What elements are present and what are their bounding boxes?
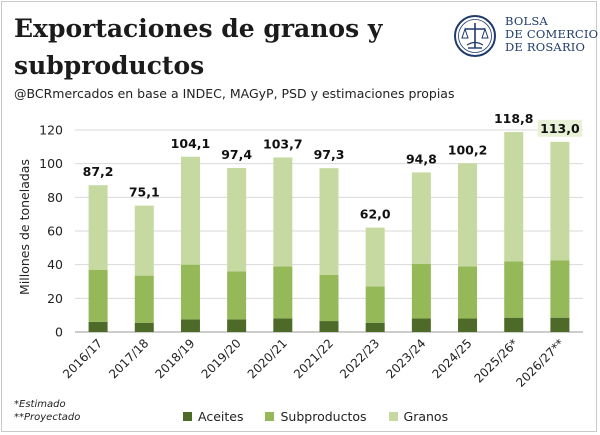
bar-segment-aceites	[180, 319, 200, 332]
bar-segment-aceites	[88, 321, 108, 332]
y-tick-label: 100	[39, 156, 63, 171]
bar-segment-aceites	[411, 318, 431, 332]
total-label: 75,1	[129, 185, 160, 200]
total-label: 62,0	[360, 207, 391, 222]
logo-line-3: DE ROSARIO	[505, 40, 586, 54]
total-label: 113,0	[540, 121, 580, 136]
total-label: 104,1	[171, 136, 211, 151]
note-estimated: *Estimado	[14, 399, 66, 410]
x-tick-label: 2024/25	[430, 336, 475, 381]
bar-segment-granos	[550, 141, 570, 261]
chart-legend: Aceites Subproductos Granos	[183, 409, 448, 424]
bar-segment-subproductos	[273, 266, 293, 319]
legend-label: Subproductos	[280, 409, 367, 424]
bcr-emblem-icon	[454, 15, 496, 57]
y-tick-label: 40	[47, 257, 63, 272]
bar-segment-granos	[227, 168, 247, 272]
legend-item-subproductos: Subproductos	[265, 409, 367, 424]
bar-segment-subproductos	[319, 274, 339, 322]
y-tick-label: 80	[47, 190, 63, 205]
total-label: 94,8	[406, 151, 437, 166]
x-tick-label: 2017/18	[106, 336, 151, 381]
y-tick-label: 60	[47, 224, 63, 239]
legend-item-granos: Granos	[388, 409, 449, 424]
bar-segment-subproductos	[180, 264, 200, 320]
bcr-logo: BOLSA DE COMERCIO DE ROSARIO	[453, 14, 598, 58]
x-tick-label: 2016/17	[60, 336, 105, 381]
legend-label: Aceites	[198, 409, 244, 424]
total-label: 118,8	[494, 111, 534, 126]
bar-segment-granos	[504, 132, 524, 262]
logo-line-1: BOLSA	[505, 14, 548, 28]
x-tick-label: 2022/23	[337, 336, 382, 381]
bar-segment-granos	[88, 185, 108, 270]
total-label-highlight	[537, 119, 582, 137]
x-tick-label: 2019/20	[199, 336, 244, 381]
bar-segment-granos	[180, 156, 200, 265]
x-tick-label: 2018/19	[152, 336, 197, 381]
bar-segment-aceites	[319, 321, 339, 332]
total-label: 97,3	[314, 147, 345, 162]
bar-segment-granos	[134, 205, 154, 276]
x-tick-label: 2026/27**	[513, 336, 567, 390]
bar-segment-aceites	[458, 318, 478, 332]
total-label: 97,4	[221, 147, 252, 162]
bar-segment-aceites	[365, 322, 385, 332]
legend-label: Granos	[403, 409, 449, 424]
bar-segment-aceites	[273, 318, 293, 332]
y-tick-label: 20	[47, 291, 63, 306]
y-tick-label: 0	[55, 325, 63, 340]
bar-segment-subproductos	[550, 260, 570, 318]
bar-segment-subproductos	[504, 261, 524, 318]
legend-swatch	[265, 412, 275, 421]
bar-segment-subproductos	[365, 286, 385, 323]
bar-segment-granos	[365, 227, 385, 287]
total-label: 87,2	[83, 164, 114, 179]
legend-swatch	[388, 412, 398, 421]
bar-segment-granos	[411, 172, 431, 264]
x-tick-label: 2023/24	[383, 336, 428, 381]
legend-swatch	[183, 412, 192, 421]
logo-text: BOLSA DE COMERCIO DE ROSARIO	[505, 15, 598, 54]
x-tick-label: 2021/22	[291, 336, 336, 381]
total-label: 100,2	[448, 142, 488, 157]
bar-segment-aceites	[227, 319, 247, 332]
bar-segment-subproductos	[134, 275, 154, 323]
x-tick-label: 2025/26*	[471, 336, 520, 385]
bar-segment-granos	[319, 168, 339, 275]
logo-line-2: DE COMERCIO	[505, 27, 599, 41]
bar-segment-subproductos	[458, 266, 478, 319]
bar-segment-aceites	[504, 317, 524, 332]
note-projected: **Proyectado	[14, 412, 81, 423]
bar-segment-aceites	[134, 322, 154, 332]
footnotes: *Estimado **Proyectado	[14, 398, 80, 424]
legend-item-aceites: Aceites	[183, 409, 243, 424]
bar-segment-subproductos	[411, 263, 431, 319]
bar-segment-subproductos	[88, 269, 108, 322]
bar-segment-granos	[458, 163, 478, 267]
total-label: 103,7	[263, 136, 303, 151]
chart-title: Exportaciones de granos y subproductos	[14, 14, 383, 80]
bar-segment-aceites	[550, 317, 570, 332]
bar-segment-granos	[273, 157, 293, 267]
bar-segment-subproductos	[227, 271, 247, 320]
y-tick-label: 120	[39, 123, 63, 138]
y-axis-label: Millones de toneladas	[17, 159, 32, 295]
x-tick-label: 2020/21	[245, 336, 290, 381]
chart-subtitle: @BCRmercados en base a INDEC, MAGyP, PSD…	[14, 86, 455, 101]
